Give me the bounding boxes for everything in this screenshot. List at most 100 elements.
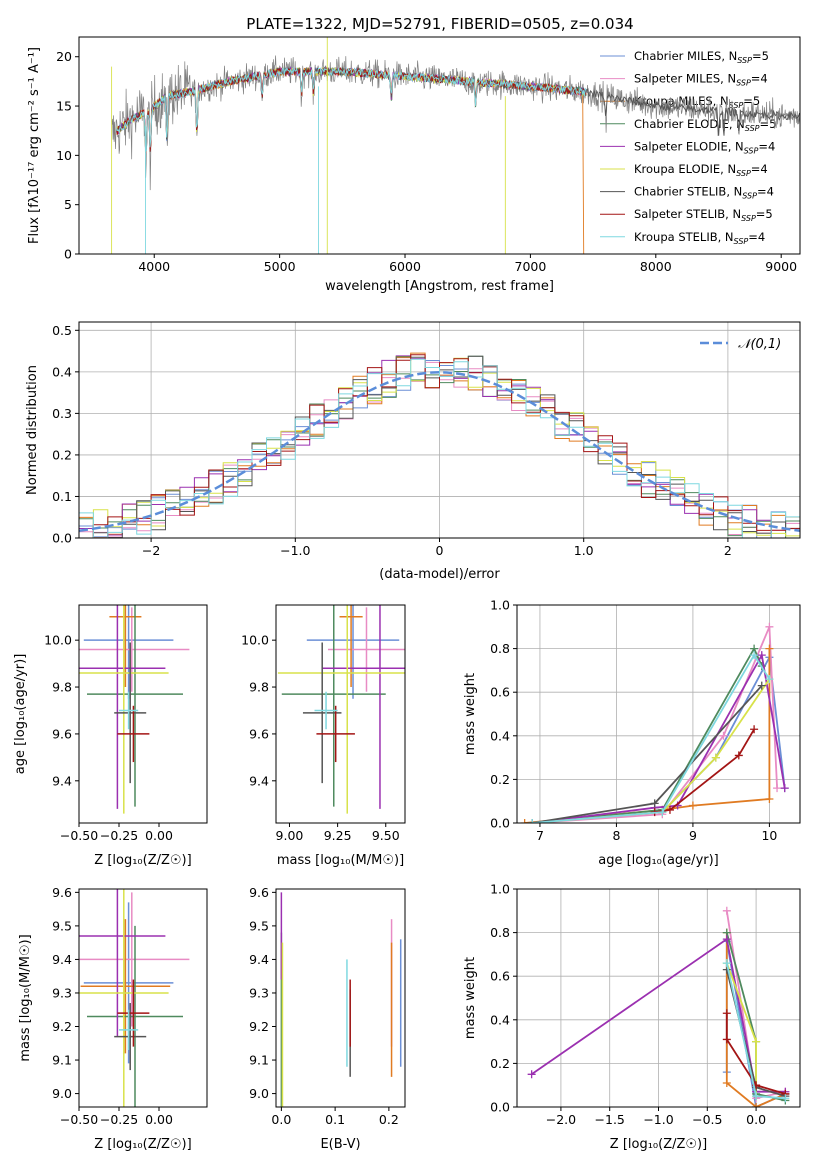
weight-marker-6 bbox=[650, 799, 659, 808]
x-axis-label: age [log₁₀(age/yr)] bbox=[598, 853, 719, 868]
x-tick-label: 7000 bbox=[515, 259, 547, 274]
y-axis-label: age [log₁₀(age/yr)] bbox=[13, 654, 28, 775]
spectrum-legend: Chabrier MILES, NSSP=5 Salpeter MILES, NS… bbox=[600, 49, 776, 246]
y-tick-label: 9.0 bbox=[52, 1086, 72, 1101]
x-tick-label: 4000 bbox=[138, 259, 170, 274]
residual-hist-8 bbox=[79, 358, 800, 538]
weight-marker-4 bbox=[722, 935, 731, 944]
weight-line-2 bbox=[725, 932, 786, 1107]
legend-label-3: Chabrier ELODIE, NSSP=5 bbox=[634, 117, 776, 133]
x-tick-label: 9000 bbox=[765, 259, 797, 274]
y-tick-label: 9.6 bbox=[52, 885, 72, 900]
x-tick-label: 0.0 bbox=[746, 1112, 766, 1127]
weight-marker-8 bbox=[722, 959, 731, 968]
x-tick-label: 0.2 bbox=[379, 1112, 399, 1127]
y-tick-label: 9.0 bbox=[249, 1086, 269, 1101]
y-axis-label: mass weight bbox=[463, 957, 478, 1039]
x-tick-label: 0 bbox=[436, 543, 444, 558]
legend-label-7: Salpeter STELIB, NSSP=5 bbox=[634, 207, 773, 223]
weight-marker-7 bbox=[722, 1009, 731, 1018]
weight-marker-8 bbox=[528, 819, 537, 823]
figure-title: PLATE=1322, MJD=52791, FIBERID=0505, z=0… bbox=[246, 15, 633, 33]
weight-marker-1 bbox=[765, 622, 774, 631]
panel-age_vs_mass: 9.00 9.25 9.50 9.4 9.6 9.8 10.0 mass [log₁₀(M/M… bbox=[241, 604, 406, 868]
x-tick-label: −1.0 bbox=[280, 543, 310, 558]
y-tick-label: 0.6 bbox=[490, 685, 510, 700]
weight-marker-2 bbox=[765, 644, 774, 653]
y-tick-label: 0.8 bbox=[490, 925, 510, 940]
y-tick-label: 0.4 bbox=[490, 1012, 510, 1027]
x-tick-label: 8000 bbox=[640, 259, 672, 274]
y-tick-label: 9.8 bbox=[249, 680, 269, 695]
model-spectrum-2 bbox=[116, 67, 585, 254]
y-axis-label: mass weight bbox=[463, 673, 478, 755]
y-tick-label: 10 bbox=[56, 148, 72, 163]
y-tick-label: 0.2 bbox=[490, 1056, 510, 1071]
weight-marker-2 bbox=[765, 795, 774, 804]
legend-gaussian-label: 𝒩(0,1) bbox=[738, 337, 781, 352]
panel-mass_vs_EBV: 0.0 0.1 0.2 9.0 9.1 9.2 9.3 9.4 9.5 9.6 E(B-V) bbox=[249, 885, 406, 1152]
weight-marker-1 bbox=[722, 906, 731, 915]
legend-label-6: Chabrier STELIB, NSSP=4 bbox=[634, 185, 774, 201]
weight-marker-8 bbox=[658, 808, 667, 817]
y-axis-label: mass [log₁₀(M/M☉)] bbox=[18, 934, 33, 1061]
y-tick-label: 9.4 bbox=[249, 773, 269, 788]
plot-area-mass_vs_EBV bbox=[280, 892, 402, 1107]
x-tick-label: −0.25 bbox=[100, 1112, 138, 1127]
plot-area-weight_vs_Z bbox=[527, 906, 790, 1107]
y-tick-label: 9.1 bbox=[52, 1053, 72, 1068]
y-tick-label: 10.0 bbox=[44, 633, 72, 648]
panel-age_vs_Z: −0.50 −0.25 0.00 9.4 9.6 9.8 10.0 Z [log₁₀(Z/Z☉… bbox=[13, 604, 208, 868]
x-tick-label: −1.0 bbox=[643, 1112, 673, 1127]
y-tick-label: 0.4 bbox=[52, 364, 72, 379]
x-tick-label: 5000 bbox=[264, 259, 296, 274]
legend-label-5: Kroupa ELODIE, NSSP=4 bbox=[634, 162, 768, 178]
panel-weight_vs_Z: −2.0 −1.5 −1.0 −0.5 0.0 0.0 0.2 0.4 0.6 0.8 1.0 Z [… bbox=[463, 882, 801, 1152]
weight-marker-4 bbox=[527, 1070, 536, 1079]
plot-area-weight_vs_age bbox=[520, 622, 789, 823]
y-tick-label: 0.2 bbox=[52, 447, 72, 462]
plot-area-residuals bbox=[79, 352, 800, 538]
y-tick-label: 0.1 bbox=[52, 489, 72, 504]
weight-line-8 bbox=[532, 653, 771, 823]
panel-spectrum: 4000 5000 6000 7000 8000 9000 0 5 10 15 20 waveleng… bbox=[27, 36, 801, 294]
plot-area-age_vs_Z bbox=[79, 605, 190, 814]
axes-frame bbox=[78, 604, 208, 824]
plot-area-mass_vs_Z bbox=[79, 889, 190, 1107]
y-tick-label: 0.0 bbox=[490, 816, 510, 831]
x-tick-label: 0.00 bbox=[145, 828, 173, 843]
x-axis-label: Z [log₁₀(Z/Z☉)] bbox=[94, 1137, 191, 1152]
axes-frame bbox=[275, 604, 406, 824]
y-tick-label: 20 bbox=[56, 49, 72, 64]
y-axis-label: Normed distribution bbox=[25, 365, 40, 495]
y-tick-label: 0.6 bbox=[490, 969, 510, 984]
y-tick-label: 9.6 bbox=[249, 885, 269, 900]
x-tick-label: −2.0 bbox=[546, 1112, 576, 1127]
weight-marker-4 bbox=[757, 651, 766, 660]
axes-frame bbox=[78, 888, 208, 1108]
weight-marker-2 bbox=[722, 1079, 731, 1088]
y-tick-label: 9.4 bbox=[52, 773, 72, 788]
y-tick-label: 9.5 bbox=[52, 918, 72, 933]
panel-weight_vs_age: 7 8 9 10 0.0 0.2 0.4 0.6 0.8 1.0 age [log₁₀(age/yr… bbox=[463, 598, 801, 868]
panel-residuals: −2 −1.0 0 1.0 2 0.0 0.1 0.2 0.3 0.4 0.5 𝒩(0,1) (data… bbox=[25, 321, 801, 582]
weight-line-7 bbox=[725, 1013, 786, 1095]
y-tick-label: 10.0 bbox=[241, 633, 269, 648]
y-tick-label: 0.4 bbox=[490, 728, 510, 743]
x-tick-label: 9.25 bbox=[324, 828, 352, 843]
x-tick-label: 1.0 bbox=[574, 543, 594, 558]
weight-marker-4 bbox=[780, 784, 789, 793]
x-tick-label: 8 bbox=[612, 828, 620, 843]
panel-mass_vs_Z: −0.50 −0.25 0.00 9.0 9.1 9.2 9.3 9.4 9.5 9.6 Z [lo… bbox=[18, 885, 208, 1152]
y-tick-label: 0 bbox=[64, 247, 72, 262]
x-tick-label: 9 bbox=[689, 828, 697, 843]
legend-label-8: Kroupa STELIB, NSSP=4 bbox=[634, 230, 765, 246]
axes-frame bbox=[78, 36, 801, 255]
plot-area-age_vs_mass bbox=[277, 605, 405, 814]
x-tick-label: −0.50 bbox=[60, 828, 98, 843]
y-tick-label: 9.2 bbox=[52, 1019, 72, 1034]
y-tick-label: 9.3 bbox=[249, 985, 269, 1000]
y-tick-label: 9.4 bbox=[249, 952, 269, 967]
x-axis-label: wavelength [Angstrom, rest frame] bbox=[325, 279, 554, 294]
x-tick-label: 9.50 bbox=[372, 828, 400, 843]
